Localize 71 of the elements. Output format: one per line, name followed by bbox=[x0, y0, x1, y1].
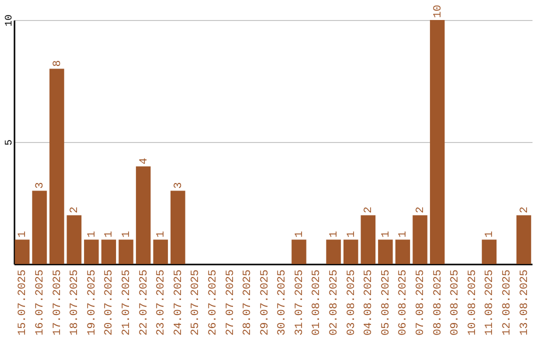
data-label: 1 bbox=[294, 230, 306, 238]
x-tick-label: 20.07.2025 bbox=[104, 270, 116, 336]
bar bbox=[482, 240, 497, 264]
bar bbox=[101, 240, 116, 264]
x-tick-label: 26.07.2025 bbox=[207, 270, 220, 336]
x-tick-label: 04.08.2025 bbox=[363, 270, 376, 336]
x-tick-label: 28.07.2025 bbox=[242, 270, 254, 336]
bar bbox=[136, 166, 151, 264]
x-tick-label: 31.07.2025 bbox=[294, 270, 306, 336]
bar bbox=[430, 20, 445, 264]
bar bbox=[118, 240, 134, 264]
x-tick-label: 07.08.2025 bbox=[415, 270, 428, 336]
data-label: 10 bbox=[432, 4, 444, 18]
data-label: 1 bbox=[346, 230, 358, 238]
x-tick-label: 18.07.2025 bbox=[69, 270, 82, 336]
x-tick-label: 19.07.2025 bbox=[86, 270, 98, 336]
x-tick-label: 24.07.2025 bbox=[172, 270, 185, 336]
bar bbox=[292, 240, 306, 264]
x-tick-label: 03.08.2025 bbox=[346, 270, 358, 336]
y-tick-label: 5 bbox=[4, 139, 16, 146]
data-label: 2 bbox=[363, 206, 376, 214]
x-tick-label: 10.08.2025 bbox=[466, 270, 479, 336]
data-label: 1 bbox=[120, 230, 133, 238]
bar bbox=[14, 240, 30, 264]
bar bbox=[153, 240, 168, 264]
x-tick-label: 02.08.2025 bbox=[328, 270, 341, 336]
data-label: 3 bbox=[34, 182, 47, 189]
data-label: 1 bbox=[484, 230, 496, 238]
bar bbox=[395, 240, 410, 264]
x-tick-label: 16.07.2025 bbox=[34, 270, 47, 336]
x-tick-label: 13.08.2025 bbox=[518, 270, 531, 336]
x-tick-label: 23.07.2025 bbox=[156, 270, 168, 336]
x-tick-label: 11.08.2025 bbox=[484, 270, 496, 336]
data-label: 2 bbox=[518, 206, 531, 214]
x-tick-label: 29.07.2025 bbox=[259, 270, 272, 336]
bar bbox=[326, 240, 341, 264]
data-label: 1 bbox=[156, 230, 168, 238]
bar bbox=[378, 240, 393, 264]
data-label: 1 bbox=[328, 230, 341, 238]
data-label: 1 bbox=[104, 230, 116, 238]
bar bbox=[360, 215, 376, 264]
x-tick-label: 15.07.2025 bbox=[17, 270, 30, 336]
x-tick-label: 30.07.2025 bbox=[276, 270, 289, 336]
x-tick-label: 25.07.2025 bbox=[190, 270, 202, 336]
data-label: 1 bbox=[380, 230, 392, 238]
bar bbox=[170, 190, 186, 264]
bar bbox=[516, 215, 532, 264]
x-tick-label: 12.08.2025 bbox=[501, 270, 514, 336]
x-tick-label: 27.07.2025 bbox=[224, 270, 237, 336]
data-label: 2 bbox=[69, 206, 82, 214]
x-tick-label: 08.08.2025 bbox=[432, 270, 444, 336]
bar bbox=[412, 215, 428, 264]
x-tick-label: 17.07.2025 bbox=[52, 270, 64, 336]
data-label: 3 bbox=[172, 182, 185, 189]
bar bbox=[32, 190, 47, 264]
data-label: 2 bbox=[415, 206, 428, 214]
x-tick-label: 22.07.2025 bbox=[138, 270, 150, 336]
bar bbox=[84, 240, 99, 264]
x-tick-label: 09.08.2025 bbox=[450, 270, 462, 336]
data-label: 1 bbox=[398, 230, 410, 238]
data-label: 1 bbox=[17, 230, 30, 238]
data-label: 1 bbox=[86, 230, 98, 238]
bar bbox=[49, 68, 64, 264]
bar bbox=[343, 240, 358, 264]
x-tick-label: 05.08.2025 bbox=[380, 270, 392, 336]
bar bbox=[66, 215, 82, 264]
x-tick-label: 01.08.2025 bbox=[311, 270, 324, 336]
x-tick-label: 06.08.2025 bbox=[398, 270, 410, 336]
data-label: 4 bbox=[138, 157, 150, 164]
x-tick-label: 21.07.2025 bbox=[120, 270, 133, 336]
data-label: 8 bbox=[52, 60, 64, 67]
